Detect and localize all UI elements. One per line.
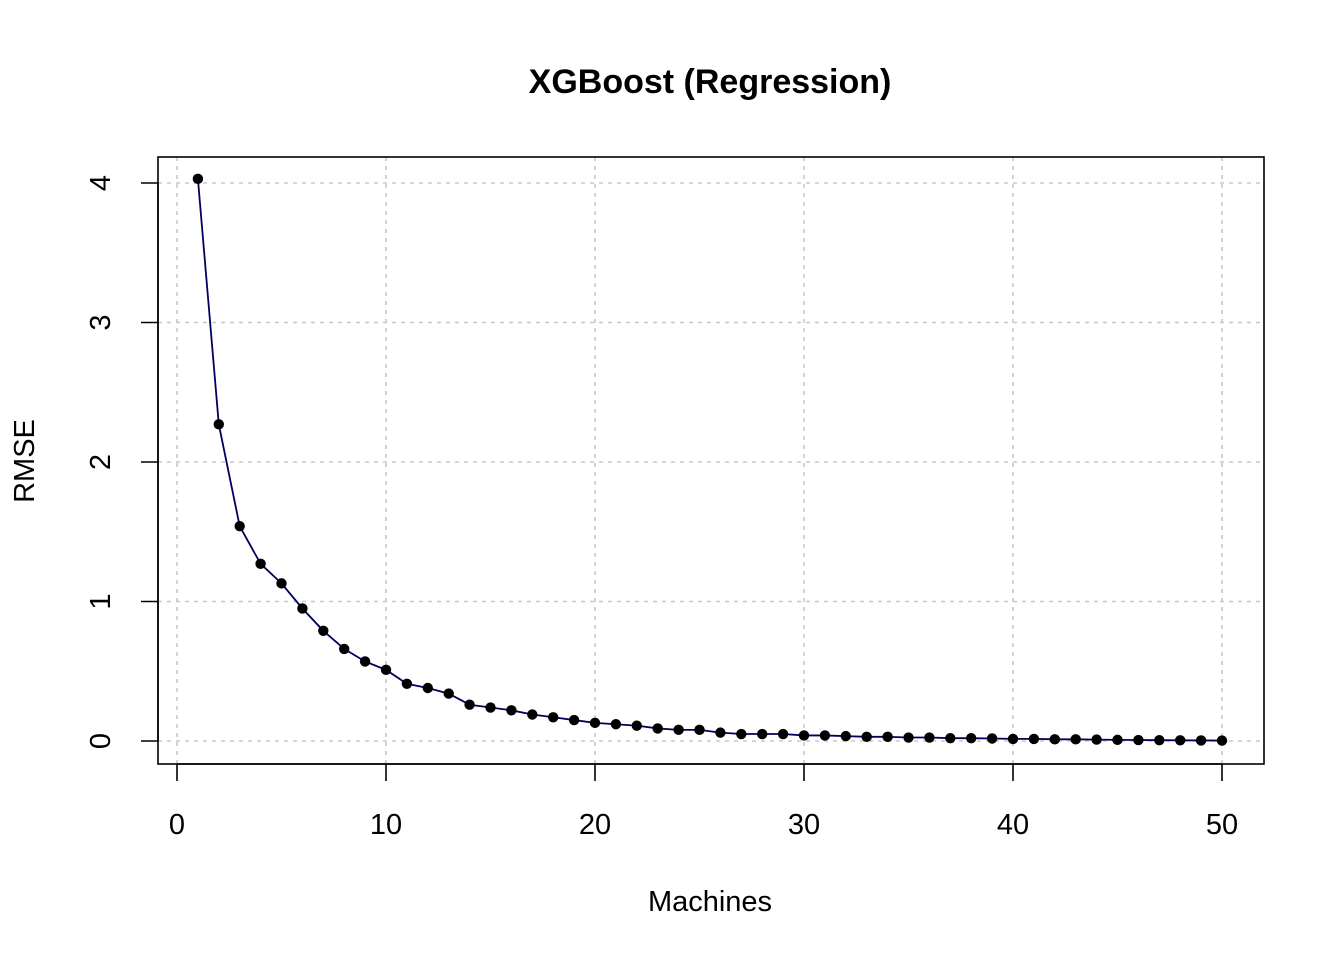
data-point [1028, 733, 1040, 745]
data-point [1112, 734, 1123, 746]
data-point [1154, 734, 1165, 746]
data-point [485, 702, 496, 713]
y-axis-label: RMSE [9, 419, 41, 503]
x-tick-label: 20 [579, 809, 611, 841]
data-point [1007, 733, 1019, 745]
data-point [276, 578, 287, 589]
data-point [1091, 734, 1102, 745]
data-point [464, 699, 475, 710]
x-tick-label: 50 [1206, 809, 1238, 841]
data-point [736, 728, 747, 740]
data-point [318, 625, 329, 636]
data-point [1216, 735, 1228, 746]
data-point [527, 709, 538, 720]
data-point [589, 717, 601, 729]
series [192, 173, 1228, 746]
data-point [882, 731, 893, 743]
data-point [192, 173, 204, 185]
data-point [1133, 734, 1144, 746]
data-point [506, 705, 517, 716]
data-point [401, 678, 413, 690]
data-point [255, 558, 266, 570]
y-tick-label: 1 [85, 593, 117, 609]
data-point [213, 419, 224, 430]
data-point [234, 520, 245, 532]
data-point [945, 733, 956, 744]
data-point [422, 682, 433, 694]
data-point [548, 712, 559, 723]
grid [158, 157, 1264, 764]
data-point [1049, 734, 1061, 745]
plot-frame [157, 156, 1265, 765]
data-point [694, 724, 705, 736]
data-point [840, 730, 851, 742]
data-point [777, 728, 789, 740]
data-point [359, 656, 371, 667]
data-point [757, 728, 768, 740]
x-axis-label: Machines [648, 886, 772, 918]
x-tick-label: 0 [169, 809, 185, 841]
data-point [443, 688, 454, 699]
data-point [819, 730, 831, 741]
data-point [715, 727, 726, 738]
data-point [610, 719, 622, 730]
data-point [380, 664, 392, 676]
y-tick-label: 0 [85, 733, 117, 749]
data-point [652, 723, 663, 734]
x-tick-label: 40 [997, 809, 1029, 841]
data-point [966, 733, 977, 744]
data-point [673, 724, 684, 736]
series-line [197, 178, 1223, 742]
data-point [1195, 735, 1207, 746]
chart-title: XGBoost (Regression) [529, 63, 892, 101]
data-point [1175, 735, 1186, 746]
x-tick-label: 30 [788, 809, 820, 841]
data-point [861, 731, 872, 743]
data-point [631, 720, 642, 731]
data-point [798, 730, 810, 741]
data-point [1070, 734, 1081, 745]
y-tick-label: 3 [85, 314, 117, 330]
axes: 0 10 20 30 40 50 0 1 2 3 4 [85, 175, 1238, 841]
y-tick-label: 2 [85, 454, 117, 470]
data-point [903, 732, 914, 743]
data-point [568, 714, 580, 726]
y-tick-label: 4 [85, 175, 117, 191]
data-point [297, 603, 308, 614]
data-point [986, 733, 998, 744]
x-tick-label: 10 [370, 809, 402, 841]
data-point [339, 643, 350, 655]
data-point [924, 732, 935, 743]
